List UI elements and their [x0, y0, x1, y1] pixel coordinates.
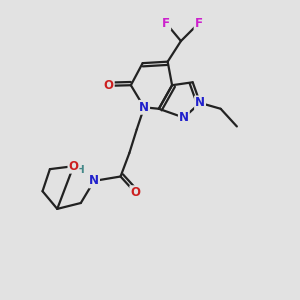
Text: O: O [130, 186, 140, 199]
Text: N: N [139, 101, 149, 114]
Text: N: N [179, 111, 189, 124]
Text: F: F [162, 17, 170, 30]
Text: N: N [89, 174, 99, 188]
Text: F: F [195, 17, 203, 30]
Text: O: O [68, 160, 78, 173]
Text: H: H [76, 165, 85, 175]
Text: N: N [195, 96, 205, 110]
Text: O: O [104, 79, 114, 92]
